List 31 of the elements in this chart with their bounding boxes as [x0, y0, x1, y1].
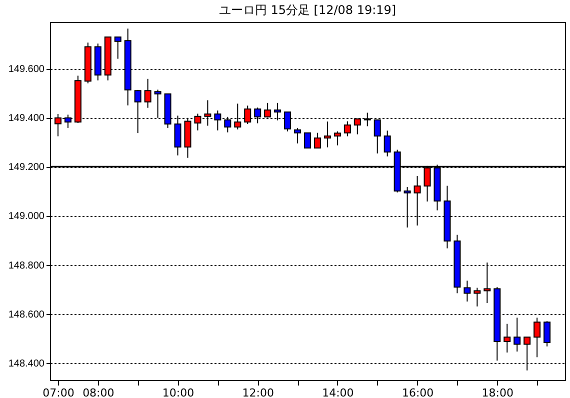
candlestick	[144, 78, 152, 108]
x-tick-label: 14:00	[322, 386, 354, 398]
candlestick	[344, 120, 351, 137]
x-tick-label: 16:00	[402, 386, 434, 398]
candlestick	[294, 127, 302, 144]
x-tick-label: 10:00	[162, 386, 194, 398]
y-tick-label: 148.600	[8, 309, 45, 320]
x-tick-label: 08:00	[82, 386, 114, 398]
candlestick	[504, 323, 511, 354]
candlestick	[314, 132, 321, 149]
y-tick-label: 148.400	[8, 358, 45, 370]
candlestick	[304, 132, 311, 149]
y-tick-label: 149.000	[8, 211, 45, 222]
candlestick	[324, 121, 331, 148]
candlestick	[544, 320, 551, 347]
x-tick-label: 07:00	[42, 386, 74, 398]
candlestick	[514, 317, 521, 352]
candlestick	[384, 130, 391, 157]
x-tick-label: 12:00	[242, 386, 274, 398]
candlestick	[334, 130, 341, 146]
candlestick	[114, 36, 122, 60]
x-tick-label: 18:00	[482, 386, 514, 398]
y-tick-label: 148.800	[8, 260, 45, 272]
y-tick-label: 149.400	[8, 113, 45, 124]
y-tick-label: 149.600	[8, 64, 45, 76]
y-tick-label: 149.200	[8, 162, 45, 174]
candlestick	[154, 89, 162, 118]
candlestick	[534, 317, 541, 358]
chart-title: ユーロ円 15分足 [12/08 19:19]	[218, 3, 396, 17]
candlestick	[474, 287, 481, 307]
candlestick	[464, 280, 471, 302]
